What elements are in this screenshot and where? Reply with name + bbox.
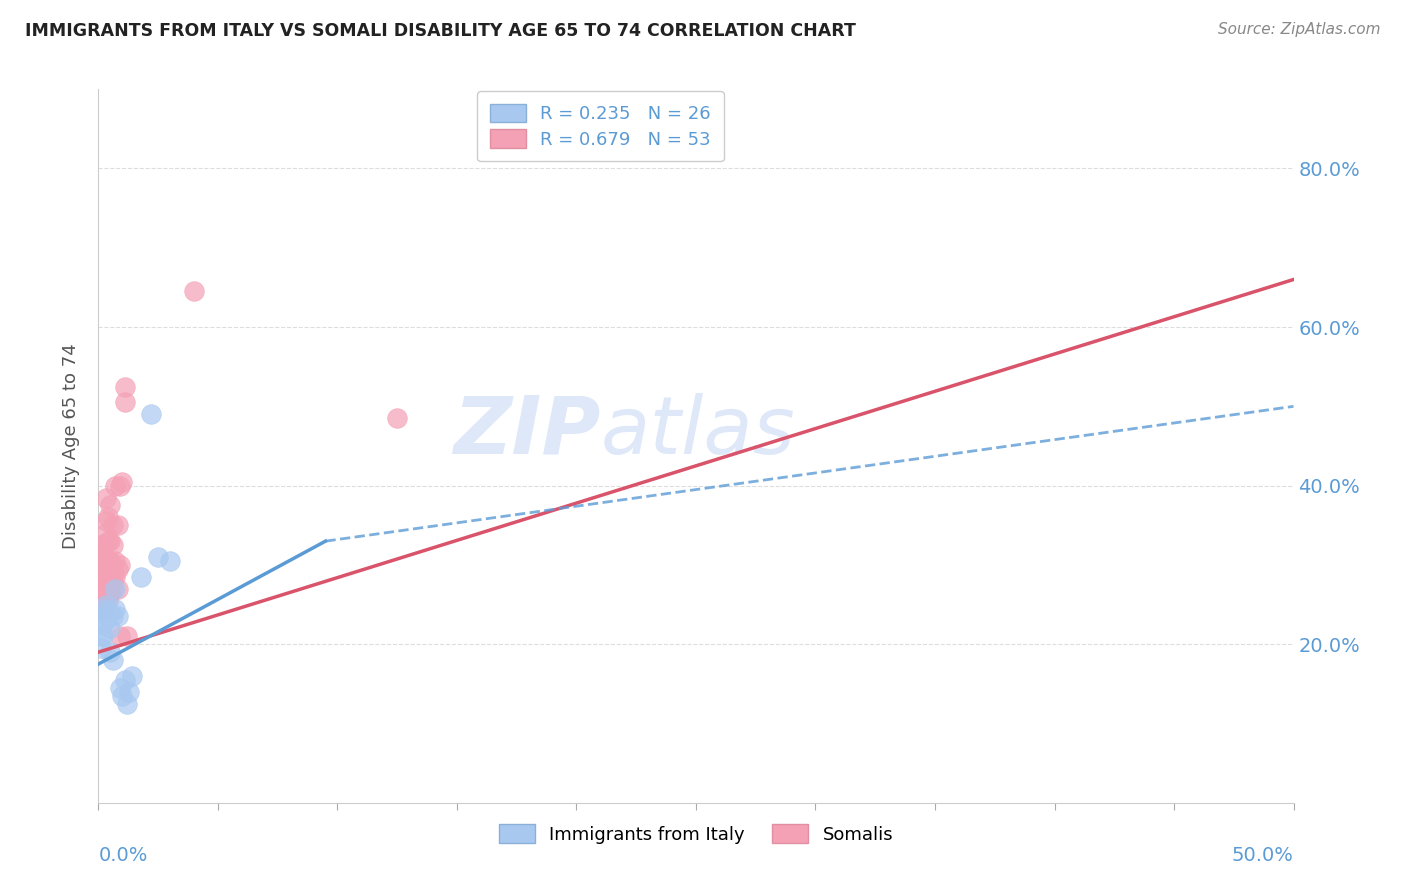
Point (94, 491, 117, 505)
Point (101, 609, 124, 624)
Point (97, 606, 120, 620)
Text: 0.0%: 0.0% (98, 846, 148, 864)
Text: Source: ZipAtlas.com: Source: ZipAtlas.com (1218, 22, 1381, 37)
Point (94, 601, 117, 615)
Point (94, 614, 117, 628)
Point (97, 554, 120, 568)
Point (91, 538, 114, 552)
Point (97, 510, 120, 524)
Point (108, 478, 131, 492)
Point (91, 617, 114, 632)
Text: 50.0%: 50.0% (1232, 846, 1294, 864)
Point (121, 669, 143, 683)
Point (98, 534, 122, 549)
Point (91, 590, 114, 604)
Point (183, 285, 205, 299)
Point (97, 570, 120, 584)
Point (91, 601, 114, 615)
Legend: Immigrants from Italy, Somalis: Immigrants from Italy, Somalis (492, 817, 900, 851)
Point (108, 681, 131, 695)
Point (91, 629, 114, 643)
Point (107, 582, 129, 596)
Point (101, 653, 124, 667)
Point (104, 570, 127, 584)
Point (98, 554, 122, 568)
Point (115, 697, 138, 711)
Point (108, 629, 131, 643)
Point (104, 601, 127, 615)
Point (91, 582, 114, 596)
Point (91, 546, 114, 560)
Point (94, 558, 117, 572)
Point (94, 598, 117, 612)
Point (118, 685, 141, 699)
Point (94, 526, 117, 541)
Point (94, 582, 117, 596)
Point (111, 689, 134, 703)
Point (90, 585, 112, 599)
Point (107, 562, 129, 576)
Point (94, 514, 117, 528)
Point (107, 609, 129, 624)
Point (101, 518, 124, 533)
Point (101, 562, 124, 576)
Point (98, 499, 122, 513)
Text: ZIP: ZIP (453, 392, 600, 471)
Point (108, 558, 131, 572)
Point (139, 407, 162, 421)
Text: atlas: atlas (600, 392, 796, 471)
Point (90, 578, 112, 592)
Point (98, 621, 122, 635)
Point (104, 554, 127, 568)
Point (97, 593, 120, 607)
Point (101, 570, 124, 584)
Point (90, 641, 112, 656)
Point (385, 411, 409, 425)
Point (101, 538, 124, 552)
Point (97, 582, 120, 596)
Point (90, 554, 112, 568)
Point (107, 518, 129, 533)
Point (148, 549, 170, 564)
Point (114, 395, 136, 409)
Point (97, 609, 120, 624)
Point (104, 478, 127, 492)
Point (90, 593, 112, 607)
Point (104, 582, 127, 596)
Point (111, 475, 134, 489)
Point (98, 645, 122, 659)
Point (91, 558, 114, 572)
Point (90, 546, 112, 560)
Y-axis label: Disability Age 65 to 74: Disability Age 65 to 74 (62, 343, 80, 549)
Point (114, 673, 136, 687)
Point (98, 585, 122, 599)
Point (98, 570, 122, 584)
Point (90, 570, 112, 584)
Point (101, 582, 124, 596)
Point (131, 570, 153, 584)
Point (91, 570, 114, 584)
Text: IMMIGRANTS FROM ITALY VS SOMALI DISABILITY AGE 65 TO 74 CORRELATION CHART: IMMIGRANTS FROM ITALY VS SOMALI DISABILI… (25, 22, 856, 40)
Point (90, 629, 112, 643)
Point (114, 379, 136, 393)
Point (159, 554, 181, 568)
Point (94, 570, 117, 584)
Point (94, 585, 117, 599)
Point (90, 538, 112, 552)
Point (97, 534, 120, 549)
Point (90, 562, 112, 576)
Point (115, 629, 138, 643)
Point (91, 562, 114, 576)
